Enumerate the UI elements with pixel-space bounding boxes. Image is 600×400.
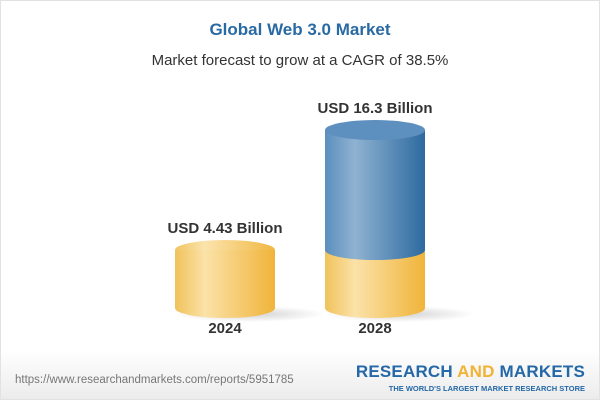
- category-label: 2024: [208, 320, 242, 337]
- bar-2024-top: [175, 240, 275, 261]
- data-label: USD 4.43 Billion: [167, 220, 282, 237]
- logo-text: MARKETS: [494, 362, 585, 381]
- chart-subtitle: Market forecast to grow at a CAGR of 38.…: [151, 52, 449, 69]
- logo-text-and: AND: [457, 362, 495, 381]
- chart-title: Global Web 3.0 Market: [209, 20, 391, 39]
- logo-tagline: THE WORLD'S LARGEST MARKET RESEARCH STOR…: [388, 384, 585, 393]
- bar-2028-growth-segment: [325, 130, 425, 261]
- chart: USD 4.43 Billion 2024 USD 16.3 Billion 2028: [167, 100, 475, 337]
- footer: https://www.researchandmarkets.com/repor…: [1, 350, 599, 399]
- bar-2028-base-segment: [325, 250, 425, 318]
- category-label: 2028: [358, 320, 391, 337]
- bar-2024-body: [175, 250, 275, 318]
- data-label: USD 16.3 Billion: [317, 100, 432, 117]
- source-url[interactable]: https://www.researchandmarkets.com/repor…: [15, 374, 294, 386]
- bar-2028-top: [325, 120, 425, 141]
- logo-text: RESEARCH: [355, 362, 458, 381]
- research-and-markets-logo: RESEARCH AND MARKETS THE WORLD'S LARGEST…: [356, 362, 585, 393]
